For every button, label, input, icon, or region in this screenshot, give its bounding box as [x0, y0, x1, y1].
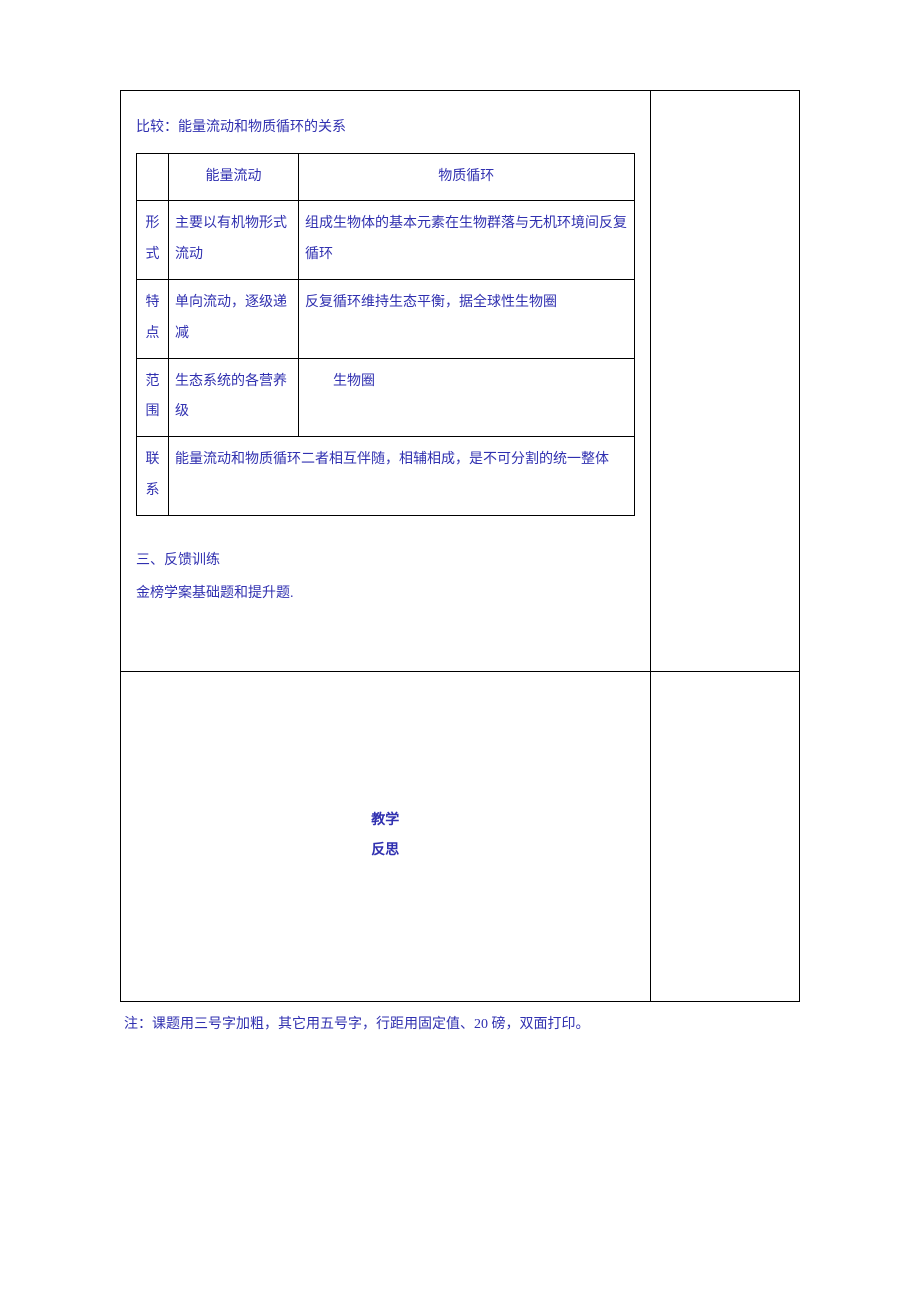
reflection-label-line1: 教学 [121, 806, 650, 837]
comparison-header-row: 能量流动 物质循环 [137, 153, 635, 201]
row-label: 特点 [137, 279, 169, 358]
row-matter: 生物圈 [299, 358, 635, 437]
section3-body: 金榜学案基础题和提升题. [136, 577, 635, 611]
row-label: 形式 [137, 201, 169, 280]
section3-heading: 三、反馈训练 [136, 544, 635, 578]
header-energy: 能量流动 [169, 153, 299, 201]
row-energy: 主要以有机物形式流动 [169, 201, 299, 280]
row-label: 联系 [137, 437, 169, 516]
document-outer-table: 比较：能量流动和物质循环的关系 能量流动 物质循环 形式 主要以有机物形式流动 … [120, 90, 800, 1002]
row-energy: 生态系统的各营养级 [169, 358, 299, 437]
header-matter: 物质循环 [299, 153, 635, 201]
comparison-title: 比较：能量流动和物质循环的关系 [136, 111, 635, 145]
table-row: 联系 能量流动和物质循环二者相互伴随，相辅相成，是不可分割的统一整体 [137, 437, 635, 516]
row-merged: 能量流动和物质循环二者相互伴随，相辅相成，是不可分割的统一整体 [169, 437, 635, 516]
reflection-label-cell: 教学 反思 [121, 671, 651, 1001]
comparison-table: 能量流动 物质循环 形式 主要以有机物形式流动 组成生物体的基本元素在生物群落与… [136, 153, 635, 516]
row-matter: 组成生物体的基本元素在生物群落与无机环境间反复循环 [299, 201, 635, 280]
row-matter: 反复循环维持生态平衡，据全球性生物圈 [299, 279, 635, 358]
table-row: 形式 主要以有机物形式流动 组成生物体的基本元素在生物群落与无机环境间反复循环 [137, 201, 635, 280]
reflection-row: 教学 反思 [121, 671, 800, 1001]
main-content-row: 比较：能量流动和物质循环的关系 能量流动 物质循环 形式 主要以有机物形式流动 … [121, 91, 800, 672]
main-content-cell: 比较：能量流动和物质循环的关系 能量流动 物质循环 形式 主要以有机物形式流动 … [121, 91, 651, 672]
row-energy: 单向流动，逐级递减 [169, 279, 299, 358]
reflection-content-cell [650, 671, 799, 1001]
side-notes-cell [650, 91, 799, 672]
reflection-label-line2: 反思 [121, 836, 650, 867]
table-row: 特点 单向流动，逐级递减 反复循环维持生态平衡，据全球性生物圈 [137, 279, 635, 358]
header-blank [137, 153, 169, 201]
footnote-text: 注：课题用三号字加粗，其它用五号字，行距用固定值、20 磅，双面打印。 [120, 1010, 800, 1041]
table-row: 范围 生态系统的各营养级 生物圈 [137, 358, 635, 437]
row-label: 范围 [137, 358, 169, 437]
